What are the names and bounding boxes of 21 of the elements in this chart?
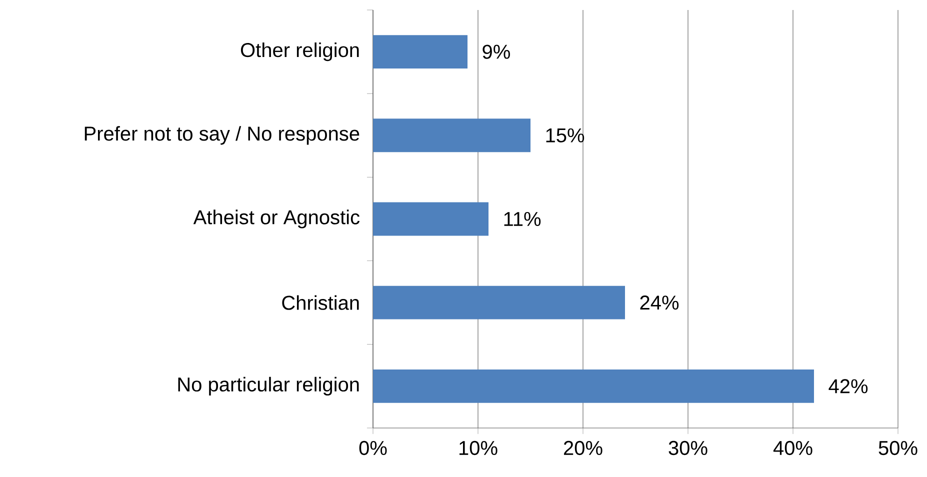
bar <box>373 286 625 320</box>
bar <box>373 369 814 403</box>
x-tick-label: 40% <box>773 440 812 456</box>
x-tick-label: 50% <box>878 440 918 456</box>
data-label: 9% <box>482 44 510 59</box>
x-tick-label: 30% <box>668 440 708 456</box>
data-label: 15% <box>546 128 584 142</box>
data-label: 11% <box>504 212 541 226</box>
data-label: 42% <box>828 379 868 394</box>
x-tick-label: 20% <box>564 440 602 456</box>
y-tick-label: Other religion <box>240 42 359 62</box>
y-tick-label: Christian <box>282 295 359 310</box>
x-tick-label: 10% <box>460 440 498 456</box>
data-label: 24% <box>640 296 679 310</box>
y-tick-label: No particular religion <box>178 376 359 396</box>
x-tick-label: 0% <box>359 440 387 456</box>
bar <box>373 35 468 69</box>
bar <box>373 202 489 236</box>
y-tick-label: Atheist or Agnostic <box>193 210 360 228</box>
bar <box>373 118 531 152</box>
y-tick-label: Prefer not to say / No response <box>84 126 360 145</box>
